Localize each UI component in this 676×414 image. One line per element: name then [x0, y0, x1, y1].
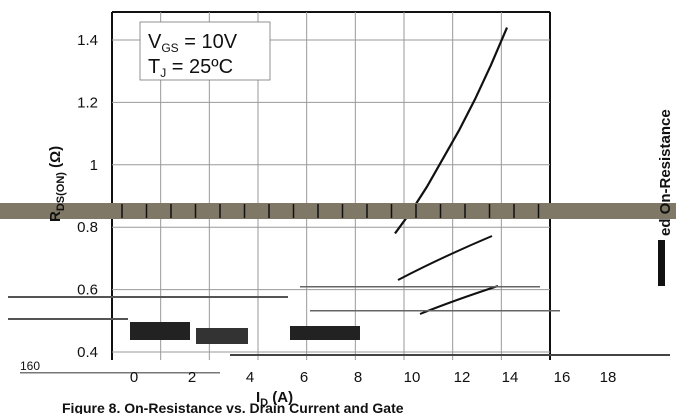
side-bar — [658, 240, 665, 286]
figure-caption: Figure 8. On-Resistance vs. Drain Curren… — [62, 400, 404, 414]
side-title: ed On-Resistance — [657, 109, 674, 236]
ghost-curve — [397, 235, 493, 281]
x-tick-label: 12 — [454, 369, 471, 386]
legend-line-1: VGS = 10V — [148, 31, 238, 55]
x-tick-label: 2 — [188, 369, 196, 386]
noise-artifacts — [8, 286, 670, 374]
y-tick-label: 0.4 — [77, 344, 98, 361]
x-tick-label: 8 — [354, 369, 362, 386]
legend-box — [139, 21, 271, 81]
x-tick-label: 6 — [300, 369, 308, 386]
x-tick-label: 16 — [554, 369, 571, 386]
artifact-band — [0, 203, 676, 219]
y-tick-label: 1 — [90, 157, 98, 174]
stray-label: 160 — [20, 359, 40, 373]
series-line — [394, 27, 509, 235]
x-tick-label: 14 — [502, 369, 519, 386]
x-tick-label: 10 — [404, 369, 421, 386]
band-ticks — [121, 204, 540, 218]
series-layer — [394, 27, 509, 315]
y-tick-label: 1.2 — [77, 94, 98, 111]
x-tick-label: 18 — [600, 369, 617, 386]
y-axis-title: RDS(ON) (Ω) — [47, 146, 67, 222]
y-tick-label: 1.4 — [77, 32, 98, 49]
y-tick-label: 0.6 — [77, 282, 98, 299]
y-ticks: 1.4 1.2 1 0.8 0.6 0.4 — [77, 32, 98, 361]
ghost-curve — [419, 285, 499, 315]
legend-line-2: TJ = 25ºC — [148, 56, 233, 80]
y-tick-label: 0.8 — [77, 219, 98, 236]
x-axis-title: ID (A) — [256, 389, 293, 409]
x-tick-label: 4 — [246, 369, 254, 386]
x-tick-label: 0 — [130, 369, 138, 386]
x-ticks: 0 2 4 6 8 10 12 14 16 18 — [130, 369, 617, 386]
